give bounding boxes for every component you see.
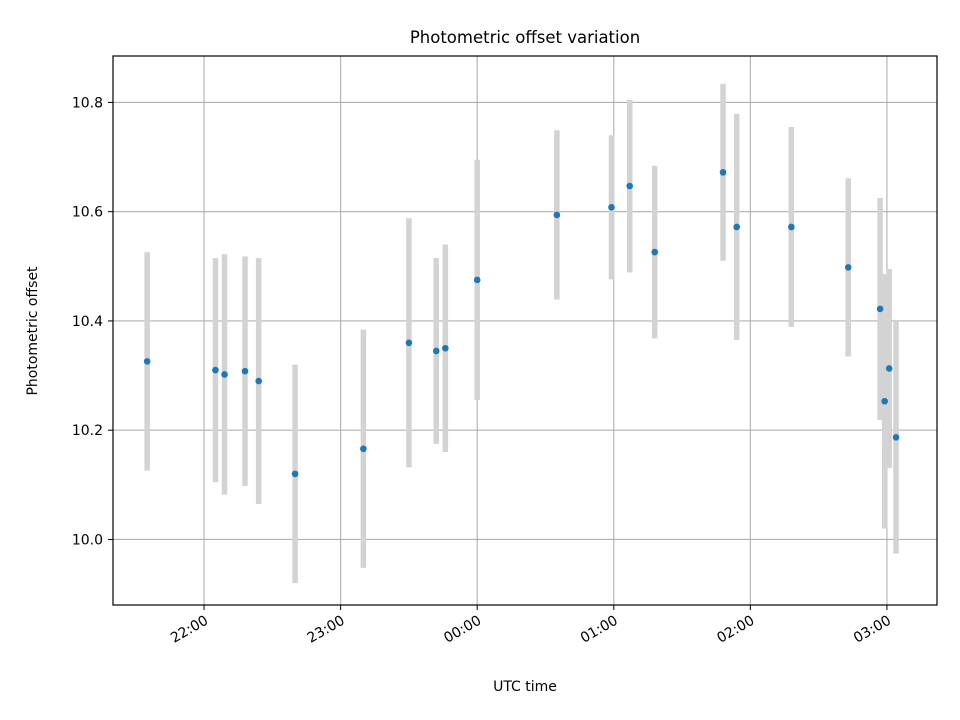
plot-frame [112,55,938,606]
data-point [733,223,740,231]
y-axis: 10.0 10.2 10.4 10.6 10.8 [72,95,113,548]
data-point [442,344,449,352]
data-point [221,371,228,378]
data-point [651,248,659,256]
y-tick-label: 10.2 [72,423,103,439]
y-axis-label: Photometric offset [25,266,41,396]
data-point [360,445,367,453]
data-point [626,182,634,190]
y-tick-label: 10.8 [72,95,103,111]
chart-title: Photometric offset variation [410,28,640,47]
y-tick-label: 10.4 [72,314,103,330]
data-point [432,347,440,355]
data-point [255,377,262,385]
data-point [876,305,884,313]
data-point [553,211,561,219]
data-point [608,204,615,211]
data-point [885,365,893,372]
y-tick-label: 10.0 [72,532,103,548]
data-point [788,223,795,231]
data-point [405,339,413,347]
data-point [291,470,299,478]
x-axis-label: UTC time [493,679,557,695]
data-point [892,433,900,441]
data-point [844,264,852,271]
data-point [881,397,888,405]
data-point [143,358,151,365]
data-point [473,276,481,284]
data-point [241,367,249,375]
data-point [212,366,219,374]
y-tick-label: 10.6 [72,205,103,221]
data-point [719,169,727,176]
data-points [143,169,900,478]
